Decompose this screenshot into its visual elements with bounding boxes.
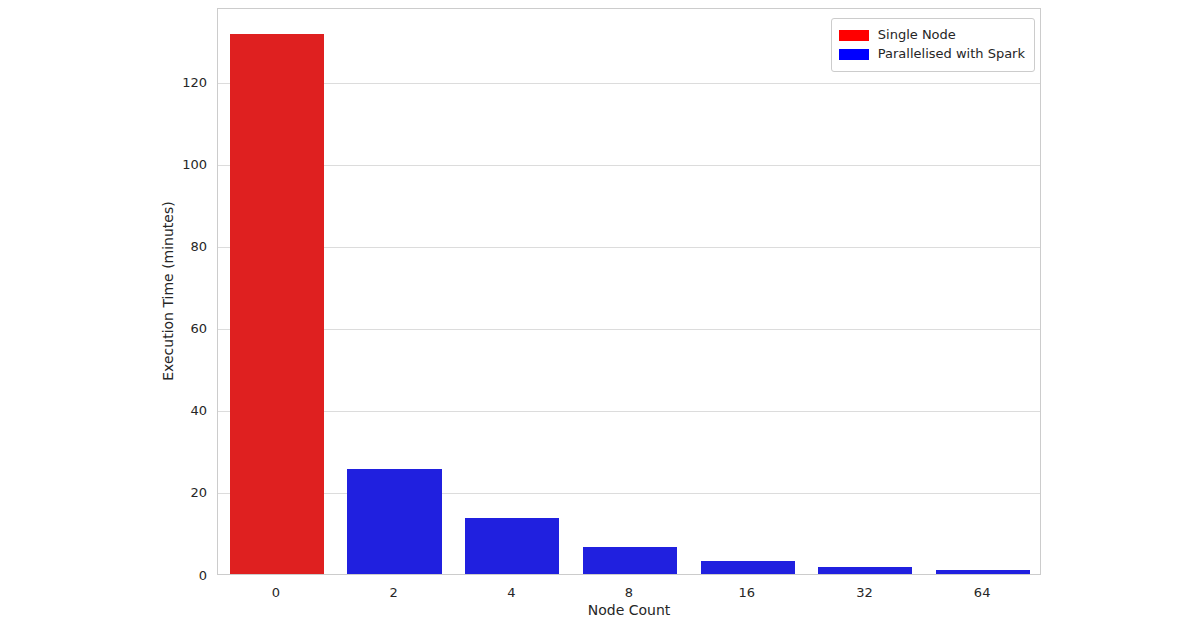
x-axis-label: Node Count (588, 602, 671, 618)
y-tick-label-20: 20 (147, 486, 207, 499)
bar-2 (347, 469, 441, 574)
x-tick-label-2: 2 (354, 586, 434, 599)
bar-8 (583, 547, 677, 574)
bar-0 (230, 34, 324, 574)
x-tick-label-16: 16 (707, 586, 787, 599)
legend-label: Parallelised with Spark (878, 46, 1025, 62)
bar-32 (818, 567, 912, 574)
legend-swatch-icon (839, 49, 869, 60)
y-axis-label: Execution Time (minutes) (160, 201, 176, 380)
y-tick-label-40: 40 (147, 404, 207, 417)
y-tick-label-100: 100 (147, 158, 207, 171)
gridline-y-20 (218, 493, 1040, 494)
figure-canvas: Single NodeParallelised with Spark 02040… (0, 0, 1200, 630)
x-tick-label-8: 8 (589, 586, 669, 599)
bar-4 (465, 518, 559, 574)
x-tick-label-32: 32 (824, 586, 904, 599)
legend-item: Parallelised with Spark (839, 46, 1025, 62)
x-tick-label-64: 64 (942, 586, 1022, 599)
y-tick-label-0: 0 (147, 569, 207, 582)
gridline-y-100 (218, 165, 1040, 166)
y-tick-label-80: 80 (147, 240, 207, 253)
gridline-y-60 (218, 329, 1040, 330)
legend-item: Single Node (839, 27, 1025, 43)
gridline-y-80 (218, 247, 1040, 248)
plot-area: Single Node Parallelised with Spark (217, 8, 1041, 575)
y-tick-label-120: 120 (147, 76, 207, 89)
legend: Single Node Parallelised with Spark (831, 18, 1035, 72)
gridline-y-120 (218, 83, 1040, 84)
gridline-y-40 (218, 411, 1040, 412)
x-tick-label-0: 0 (236, 586, 316, 599)
y-tick-label-60: 60 (147, 322, 207, 335)
bar-64 (936, 570, 1030, 574)
legend-swatch-icon (839, 30, 869, 41)
bar-16 (701, 561, 795, 574)
x-tick-label-4: 4 (471, 586, 551, 599)
legend-label: Single Node (878, 27, 956, 43)
